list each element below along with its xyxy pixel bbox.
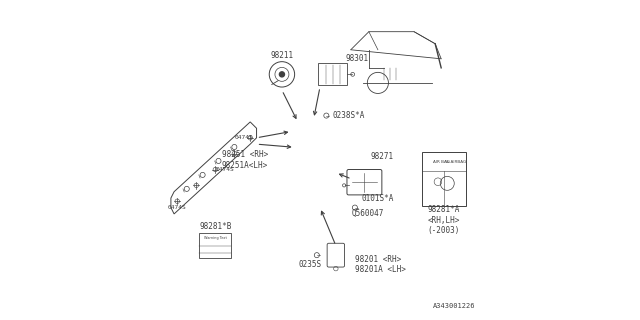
Text: A343001226: A343001226 — [433, 303, 476, 309]
Text: 98271: 98271 — [371, 152, 394, 161]
Text: 98201 <RH>
98201A <LH>: 98201 <RH> 98201A <LH> — [355, 255, 406, 274]
Bar — [200, 233, 231, 258]
Bar — [319, 63, 347, 85]
Text: 98281*B: 98281*B — [199, 222, 232, 231]
Text: 98281*A
<RH,LH>
(-2003): 98281*A <RH,LH> (-2003) — [428, 205, 460, 235]
Text: 0474S: 0474S — [215, 167, 234, 172]
Text: 0238S*A: 0238S*A — [333, 111, 365, 120]
Text: Warning Text: Warning Text — [204, 236, 227, 240]
Text: 98301: 98301 — [346, 54, 369, 63]
Text: 0235S: 0235S — [299, 260, 322, 269]
Bar — [422, 152, 466, 206]
Text: & AIRBAG: & AIRBAG — [446, 160, 466, 164]
Text: Q560047: Q560047 — [351, 209, 384, 219]
Text: AIR BAG: AIR BAG — [433, 160, 450, 164]
Text: 0474S: 0474S — [234, 135, 253, 140]
Text: 98211: 98211 — [270, 51, 294, 60]
Text: 0101S*A: 0101S*A — [361, 194, 394, 203]
Circle shape — [280, 72, 284, 77]
Text: 98251 <RH>
98251A<LH>: 98251 <RH> 98251A<LH> — [221, 150, 268, 170]
Text: 0474S: 0474S — [168, 205, 187, 210]
